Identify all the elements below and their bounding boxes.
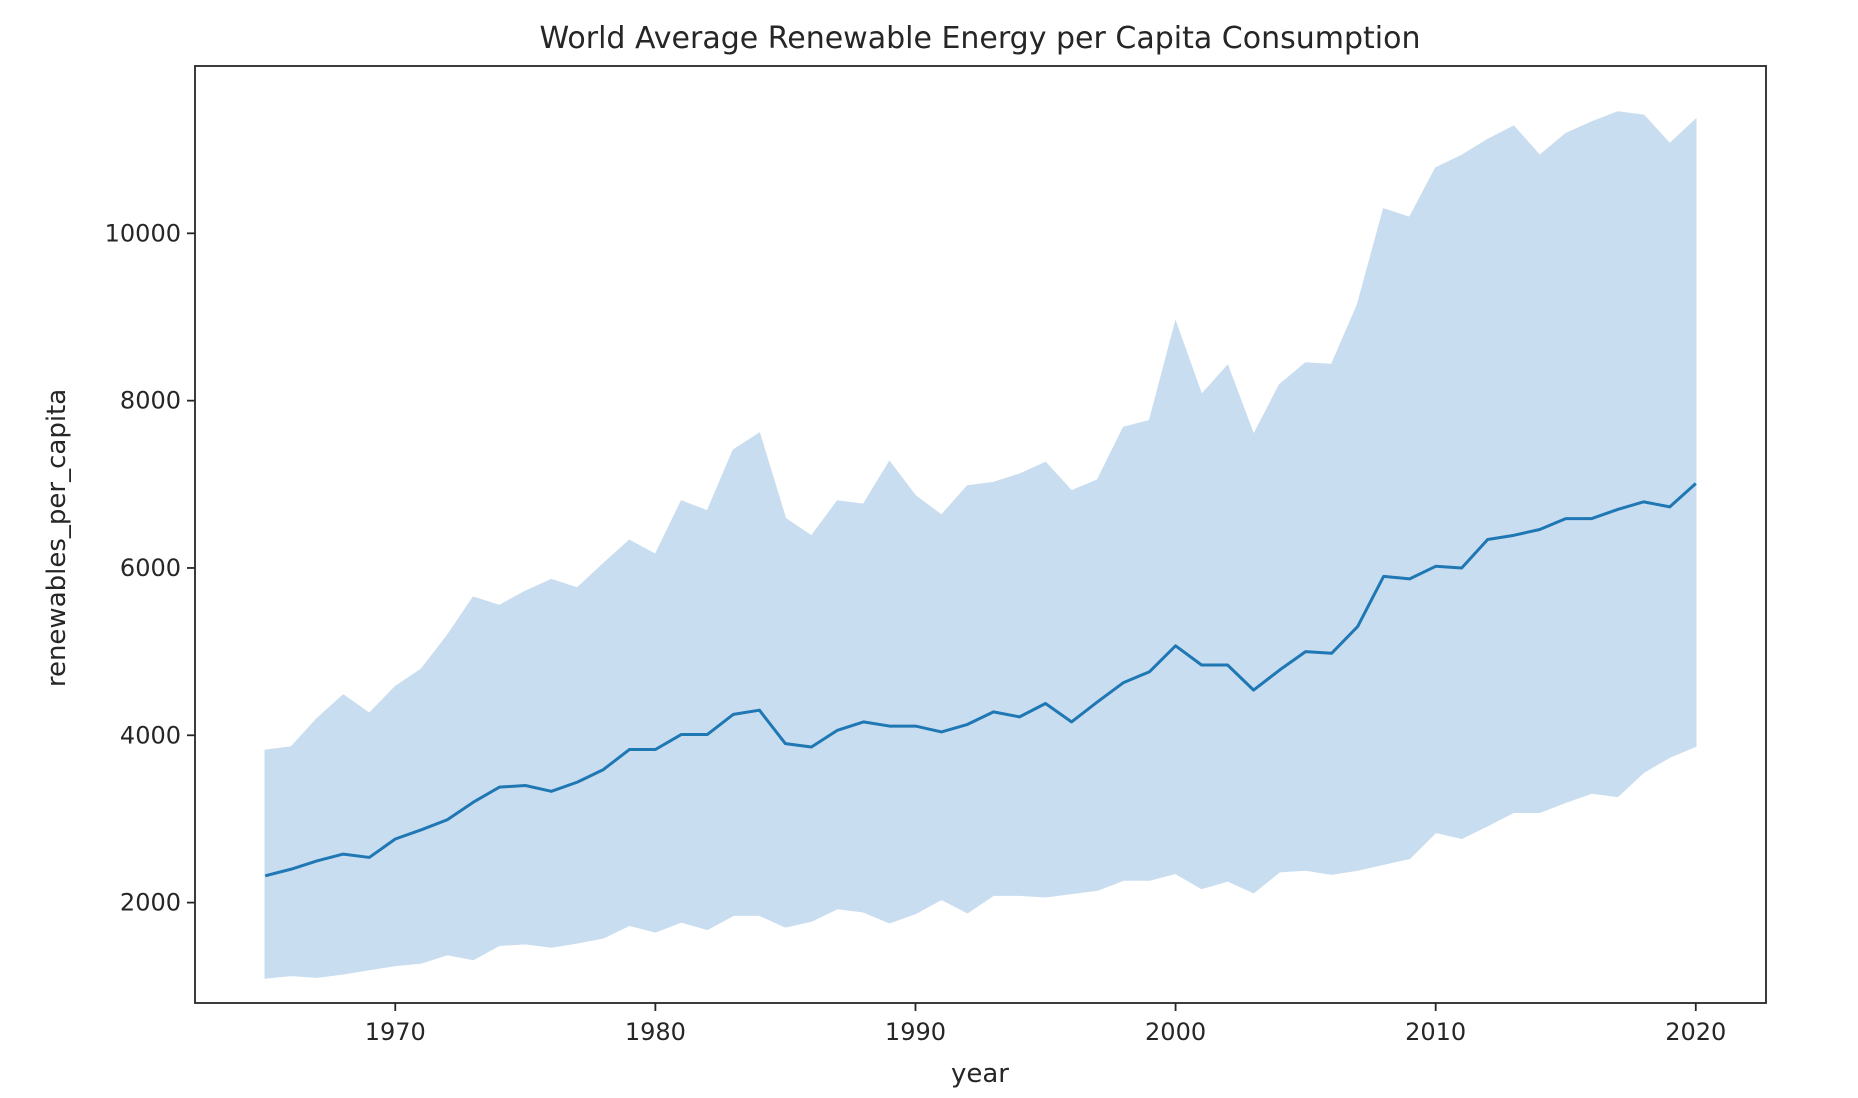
x-tick-label: 2010 [1405,1018,1466,1046]
x-tick-label: 1980 [625,1018,686,1046]
y-tick-label: 8000 [120,387,181,415]
x-tick-label: 1990 [885,1018,946,1046]
y-tick-label: 4000 [120,721,181,749]
plot-area [264,111,1697,979]
x-axis: 1970 1980 1990 2000 2010 2020 [365,1003,1726,1046]
y-tick-label: 6000 [120,554,181,582]
chart-title: World Average Renewable Energy per Capit… [540,21,1421,56]
x-tick-label: 2000 [1145,1018,1206,1046]
x-tick-label: 2020 [1665,1018,1726,1046]
y-axis-label: renewables_per_capita [42,389,72,687]
y-axis: 2000 4000 6000 8000 10000 [105,219,195,917]
y-tick-label: 10000 [105,219,181,247]
series-line [264,482,1697,878]
confidence-band [264,111,1697,979]
x-axis-label: year [951,1059,1009,1089]
axes-frame [194,65,1767,1004]
x-tick-label: 1970 [365,1018,426,1046]
y-tick-label: 2000 [120,889,181,917]
